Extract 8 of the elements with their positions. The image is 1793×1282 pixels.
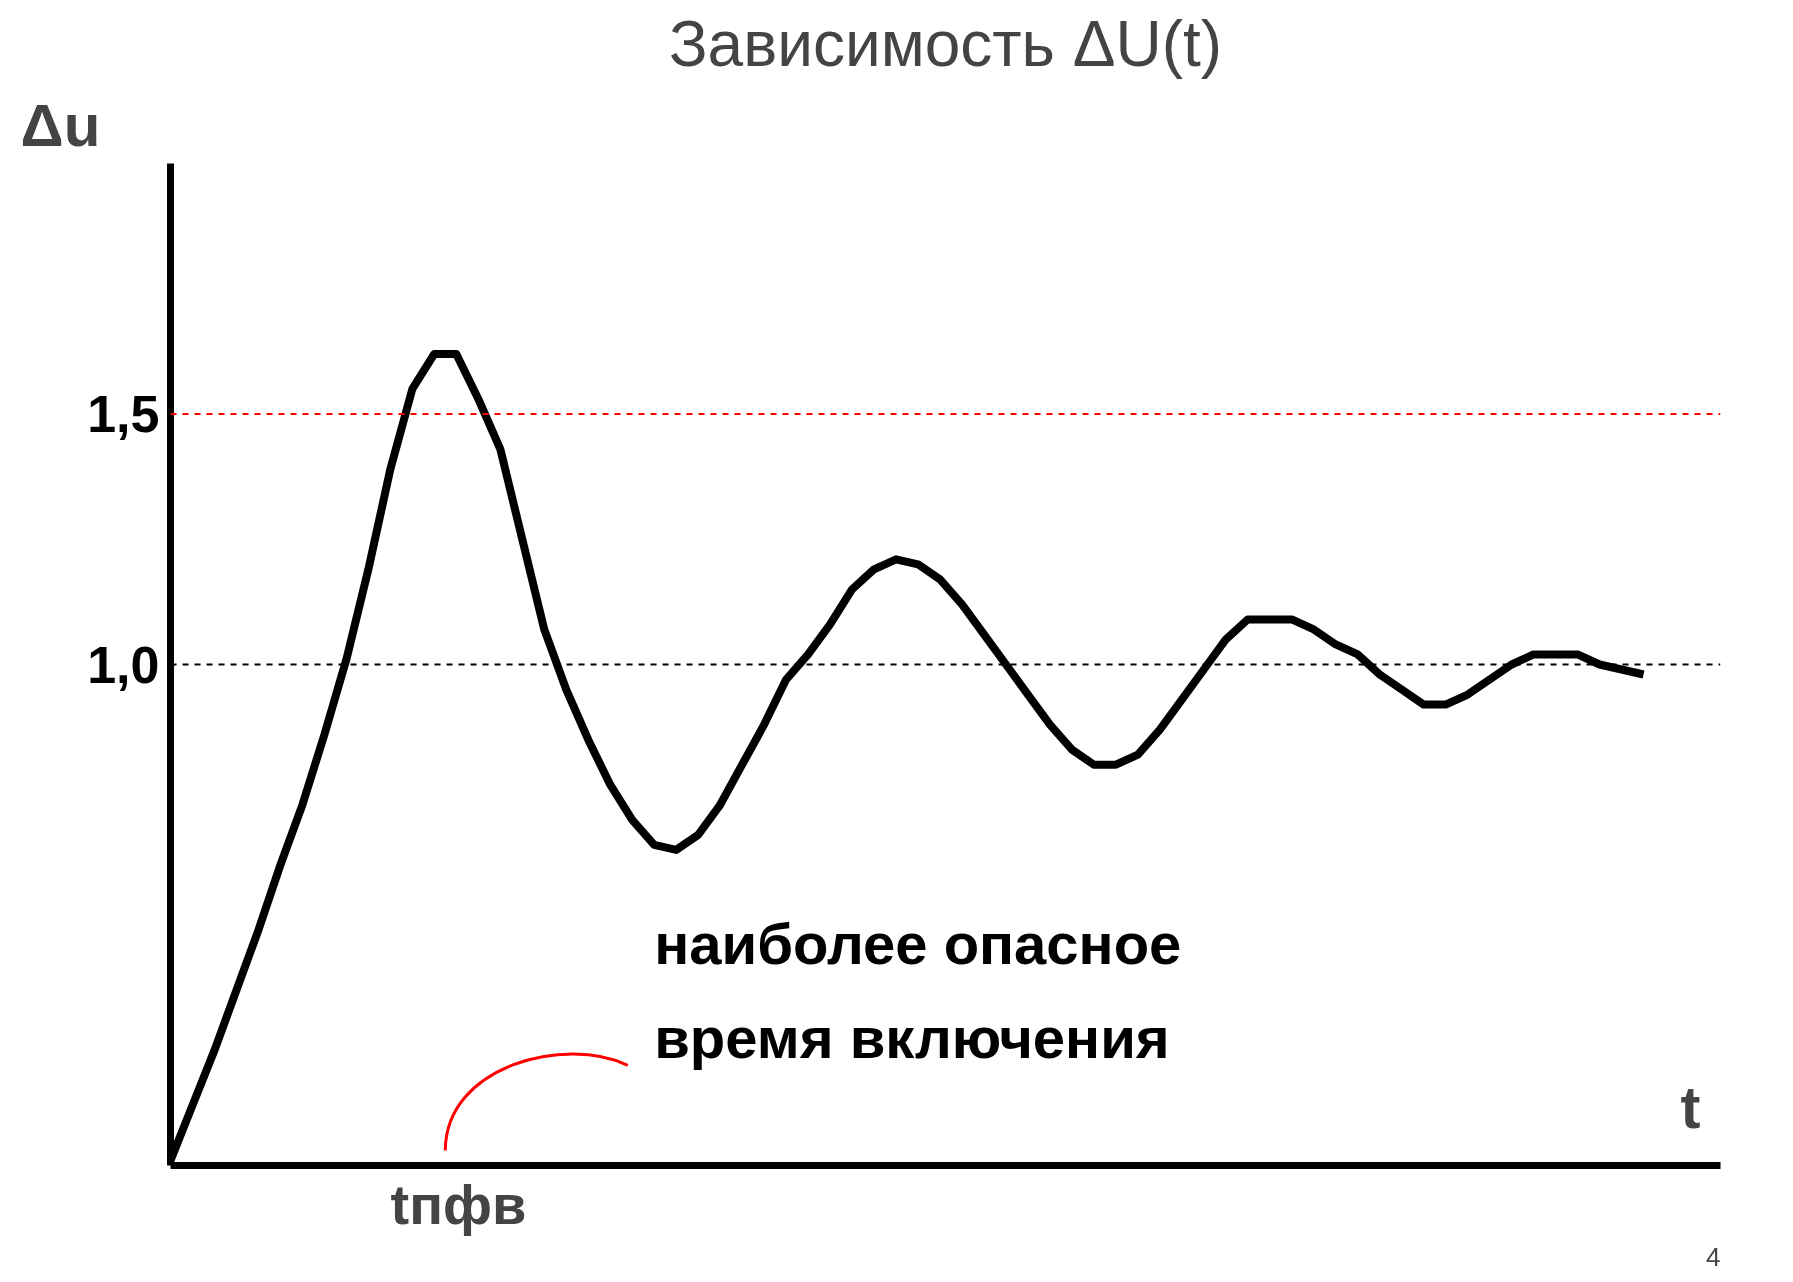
y-tick-label: 1,0 <box>87 635 160 694</box>
chart-title: Зависимость ΔU(t) <box>668 7 1223 80</box>
x-axis-title: t <box>1680 1073 1701 1141</box>
y-tick-label: 1,5 <box>87 385 160 443</box>
annotation: наиболее опасное время включения <box>654 911 1182 1071</box>
text: tпфв <box>390 1172 527 1236</box>
text: 4 <box>1706 1241 1721 1272</box>
y-axis-title: Δu <box>20 91 101 159</box>
